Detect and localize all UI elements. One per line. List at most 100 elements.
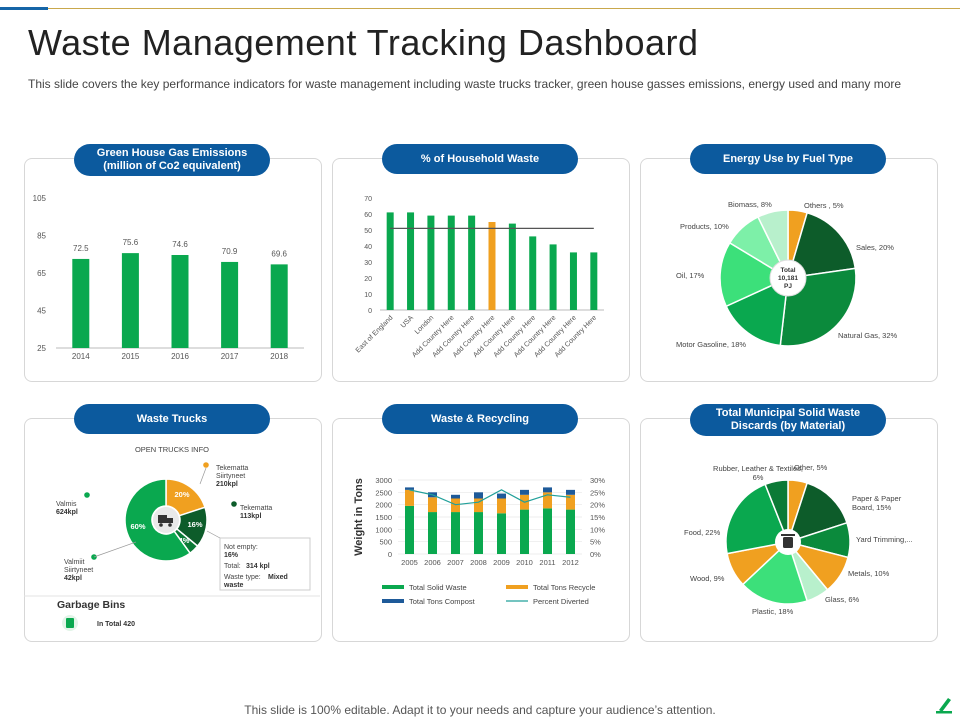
energy-center-hole [769, 259, 807, 297]
energy-slice [719, 241, 790, 308]
ghg-y-tick: 65 [37, 269, 46, 278]
recycling-y-tick: 2000 [375, 501, 392, 510]
msw-slice-label: Metals, 10% [848, 569, 890, 578]
household-panel [332, 158, 630, 382]
ghg-data-label: 75.6 [123, 238, 139, 247]
msw-slice [725, 483, 790, 555]
recycling-legend-swatch [382, 599, 404, 603]
msw-slice-label: Plastic, 18% [752, 607, 794, 616]
recycling-bar-segment [543, 487, 552, 493]
recycling-chart: 0 0% 500 5% 1000 10% 1500 15% 2000 20% 2500 25% 3000… [353, 476, 605, 606]
trucks-callout-line [93, 541, 137, 558]
trucks-callout-line [199, 467, 207, 485]
recycling-y-label: Weight in Tons [353, 478, 365, 556]
household-bar [549, 244, 557, 310]
footer-note: This slide is 100% editable. Adapt it to… [244, 703, 716, 717]
recycling-y2-tick: 30% [590, 476, 605, 485]
recycling-y-tick: 3000 [375, 476, 392, 485]
recycling-bar-segment [566, 494, 575, 510]
ghg-title: Green House Gas Emissions (million of Co… [74, 144, 270, 176]
trucks-info-box [219, 537, 311, 591]
ghg-y-tick: 85 [37, 232, 46, 241]
ghg-x-tick: 2014 [72, 352, 90, 361]
energy-slice [786, 211, 857, 279]
page-subtitle: This slide covers the key performance in… [28, 77, 902, 91]
trucks-slice-label: 4% [179, 536, 190, 545]
recycling-bar-segment [543, 508, 552, 554]
recycling-legend-label: Total Tons Compost [409, 597, 476, 606]
trucks-callout-name: Valmiit Siirtyneet [64, 559, 93, 574]
energy-slice-label: Motor Gasoline, 18% [676, 340, 746, 349]
trucks-slice [124, 478, 192, 562]
energy-center-label: 10,181 [778, 275, 798, 282]
ghg-y-tick: 25 [37, 344, 46, 353]
top-rule [48, 8, 960, 9]
recycling-y-tick: 1000 [375, 525, 392, 534]
recycling-title: Waste & Recycling [382, 404, 578, 434]
recycling-bar-segment [566, 489, 575, 495]
trucks-callout-value: 113kpl [240, 513, 261, 520]
household-title: % of Household Waste [382, 144, 578, 174]
energy-slice-label: Natural Gas, 32% [838, 331, 898, 340]
household-y-tick: 70 [364, 196, 372, 203]
recycling-bar-segment [405, 505, 414, 554]
recycling-legend-label: Total Solid Waste [409, 583, 467, 592]
recycling-bar-segment [497, 493, 506, 499]
ghg-bar [72, 258, 90, 348]
trash-icon [783, 537, 793, 548]
recycling-percent-line [409, 489, 571, 506]
recycling-x-tick: 2005 [401, 558, 418, 567]
energy-slice-label: Others , 5% [804, 201, 844, 210]
ghg-data-label: 72.5 [73, 244, 89, 253]
recycling-x-tick: 2009 [493, 558, 510, 567]
trucks-slice-label: 60% [130, 522, 145, 531]
msw-slice [764, 479, 789, 543]
household-bar [386, 212, 394, 310]
recycling-bar-segment [428, 512, 437, 554]
trucks-slice-label: 16% [187, 520, 202, 529]
info-value-waste-type-cont: waste [223, 582, 244, 589]
recycling-bar-segment [474, 498, 483, 513]
recycling-y2-tick: 25% [590, 488, 605, 497]
household-y-tick: 20 [364, 276, 372, 283]
energy-chart: Others , 5% Sales, 20% Natural Gas, 32% Mot… [676, 200, 898, 349]
recycling-y2-tick: 0% [590, 550, 601, 559]
ghg-chart: 25 45 65 85 105 72.5 2014 75.6 2015 74.6 2016 70.9 2… [33, 194, 304, 361]
ghg-data-label: 70.9 [222, 247, 238, 256]
recycling-bar-segment [566, 509, 575, 554]
msw-slice-label: Food, 22% [684, 528, 721, 537]
msw-title: Total Municipal Solid Waste Discards (by… [690, 404, 886, 436]
recycling-bar-segment [451, 494, 460, 499]
recycling-y-tick: 1500 [375, 513, 392, 522]
energy-center-label: PJ [784, 283, 792, 290]
household-y-tick: 0 [368, 308, 372, 315]
trucks-callout-value: 210kpl [216, 481, 238, 488]
energy-center-label: Total [780, 267, 795, 274]
household-x-tick: East of England [355, 314, 395, 354]
household-y-tick: 10 [364, 292, 372, 299]
info-label-total: Total: [224, 563, 241, 570]
recycling-y2-tick: 20% [590, 501, 605, 510]
truck-icon [158, 515, 167, 523]
trucks-callout-dot [84, 492, 90, 498]
recycling-y2-tick: 5% [590, 538, 601, 547]
msw-slice-label: Wood, 9% [690, 574, 725, 583]
msw-slice-label: Other, 5% [794, 463, 828, 472]
recycling-y2-tick: 15% [590, 513, 605, 522]
garbage-bins-title: Garbage Bins [57, 599, 125, 611]
garbage-bins-total: In Total 420 [97, 621, 135, 628]
ghg-x-tick: 2016 [171, 352, 189, 361]
ghg-y-tick: 105 [33, 194, 47, 203]
household-y-tick: 30 [364, 260, 372, 267]
recycling-bar-segment [474, 492, 483, 499]
ghg-x-tick: 2015 [122, 352, 140, 361]
energy-slice [756, 209, 789, 279]
truck-icon-wheel [159, 523, 163, 527]
msw-slice-label: Glass, 6% [825, 595, 860, 604]
msw-slice-label: Rubber, Leather & Textiles, 6% [713, 464, 803, 482]
recycling-legend-label: Percent Diverted [533, 597, 589, 606]
recycling-y2-tick: 10% [590, 525, 605, 534]
truck-icon-cab [167, 518, 173, 523]
recycling-legend-swatch [506, 585, 528, 589]
